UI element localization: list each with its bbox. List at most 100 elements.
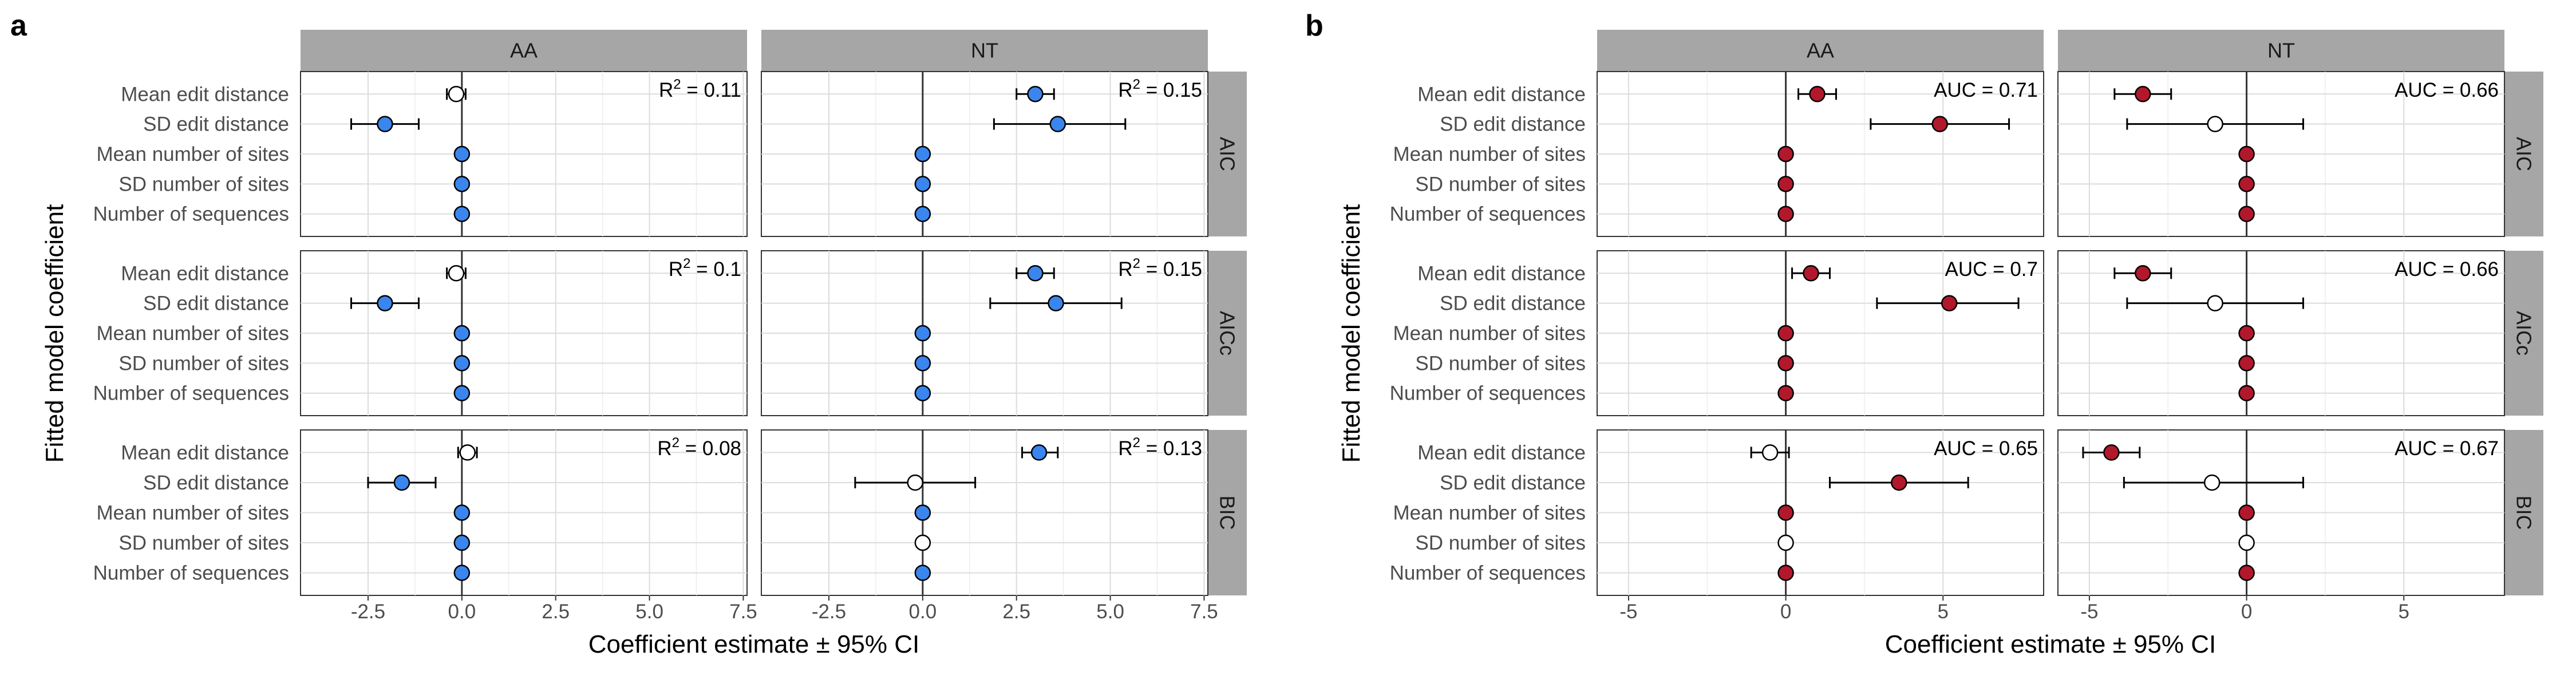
facet-panel: AUC = 0.65 — [1597, 429, 2044, 596]
stat-prefix: R — [1118, 258, 1132, 281]
estimate-point — [1891, 474, 1907, 491]
column-strip — [761, 30, 1208, 72]
estimate-point — [1777, 385, 1794, 401]
estimate-point — [914, 504, 931, 521]
estimate-point — [2238, 206, 2255, 222]
category-label: Number of sequences — [1390, 382, 1586, 405]
category-label: SD edit distance — [143, 113, 289, 136]
stat-annotation: R2 = 0.1 — [669, 256, 741, 281]
stat-prefix: R — [659, 79, 673, 101]
estimate-point — [1761, 444, 1779, 461]
column-strip — [1597, 30, 2044, 72]
facet-panel: AUC = 0.7 — [1597, 250, 2044, 416]
category-label: SD number of sites — [1415, 173, 1586, 195]
stat-superscript: 2 — [683, 256, 690, 271]
estimate-point — [2103, 444, 2120, 461]
x-axis-title: Coefficient estimate ± 95% CI — [1885, 630, 2217, 658]
estimate-point — [377, 295, 393, 311]
category-label: SD edit distance — [1440, 293, 1586, 315]
x-tick-label: -2.5 — [812, 601, 846, 623]
estimate-point — [2238, 176, 2255, 192]
category-label: Mean edit distance — [121, 441, 289, 464]
x-tick-label: -5 — [1619, 601, 1637, 623]
x-tick-label: 2.5 — [542, 601, 570, 623]
category-label: Mean edit distance — [1417, 83, 1586, 105]
category-label: Number of sequences — [93, 382, 289, 405]
estimate-point — [914, 145, 931, 163]
estimate-point — [2238, 355, 2255, 372]
panel-letter: b — [1305, 9, 1323, 42]
y-axis-title: Fitted model coefficient — [1337, 204, 1365, 463]
facet-panel: AUC = 0.66 — [2057, 71, 2505, 237]
estimate-point — [2238, 325, 2255, 342]
category-label: Number of sequences — [93, 203, 289, 226]
stat-superscript: 2 — [1133, 77, 1140, 92]
category-label: Mean edit distance — [121, 262, 289, 285]
x-tick-label: 0 — [1780, 601, 1791, 623]
stat-prefix: AUC — [2395, 79, 2437, 101]
facet-panel: R2 = 0.15 — [761, 250, 1208, 416]
column-strip-label: AA — [510, 39, 538, 62]
stat-annotation: R2 = 0.08 — [657, 435, 741, 460]
estimate-point — [1030, 444, 1048, 461]
stat-annotation: AUC = 0.7 — [1945, 258, 2038, 281]
row-strip — [1208, 72, 1247, 236]
category-label: Mean number of sites — [96, 143, 289, 165]
row-strip-label: AICc — [2512, 311, 2536, 356]
estimate-point — [914, 355, 931, 372]
facet-panel: R2 = 0.13 — [761, 429, 1208, 596]
category-label: SD number of sites — [118, 352, 289, 374]
estimate-point — [2238, 564, 2255, 581]
category-label: Mean edit distance — [121, 83, 289, 105]
row-strip — [2504, 251, 2543, 416]
column-strip-label: NT — [971, 39, 998, 62]
stat-annotation: R2 = 0.15 — [1118, 77, 1202, 101]
estimate-point — [1048, 295, 1064, 311]
facet-panel: R2 = 0.15 — [761, 71, 1208, 237]
x-tick-label: -2.5 — [351, 601, 385, 623]
estimate-point — [2203, 474, 2221, 491]
x-tick-label: 5.0 — [635, 601, 663, 623]
category-label: Number of sequences — [1390, 203, 1586, 226]
stat-joiner: = — [2437, 437, 2460, 460]
category-label: SD number of sites — [118, 532, 289, 554]
category-label: Mean edit distance — [1417, 441, 1586, 464]
facet-panel: AUC = 0.66 — [2057, 250, 2505, 416]
stat-annotation: AUC = 0.65 — [1934, 437, 2038, 460]
stat-joiner: = — [1140, 437, 1163, 460]
column-strip-label: AA — [1807, 39, 1834, 62]
stat-prefix: AUC — [1945, 258, 1988, 281]
estimate-point — [453, 534, 471, 551]
estimate-point — [453, 385, 471, 401]
estimate-point — [914, 385, 931, 401]
x-tick-label: 0 — [2241, 601, 2252, 623]
category-label: SD number of sites — [118, 173, 289, 195]
stat-value: 0.15 — [1163, 258, 1202, 281]
stat-value: 0.11 — [704, 79, 741, 101]
estimate-point — [1777, 564, 1794, 581]
row-strip-label: AIC — [1216, 137, 1239, 171]
stat-superscript: 2 — [1133, 435, 1140, 451]
y-axis-title: Fitted model coefficient — [41, 204, 69, 463]
category-label: Mean edit distance — [1417, 262, 1586, 285]
stat-joiner: = — [2437, 79, 2460, 101]
estimate-point — [453, 145, 471, 163]
estimate-point — [2238, 534, 2255, 551]
estimate-point — [453, 206, 471, 222]
stat-value: 0.1 — [713, 258, 741, 281]
row-strip-label: AIC — [2512, 137, 2536, 171]
estimate-point — [1777, 504, 1794, 521]
stat-prefix: R — [1118, 437, 1132, 460]
estimate-point — [1809, 86, 1826, 102]
category-label: Mean number of sites — [96, 322, 289, 345]
estimate-point — [1941, 295, 1958, 311]
estimate-point — [1027, 86, 1044, 102]
column-strip — [301, 30, 747, 72]
category-label: SD number of sites — [1415, 352, 1586, 374]
panel-letter: a — [10, 9, 27, 42]
category-label: SD edit distance — [1440, 472, 1586, 494]
estimate-point — [453, 564, 471, 581]
estimate-point — [1777, 145, 1794, 163]
stat-annotation: AUC = 0.71 — [1934, 79, 2038, 101]
